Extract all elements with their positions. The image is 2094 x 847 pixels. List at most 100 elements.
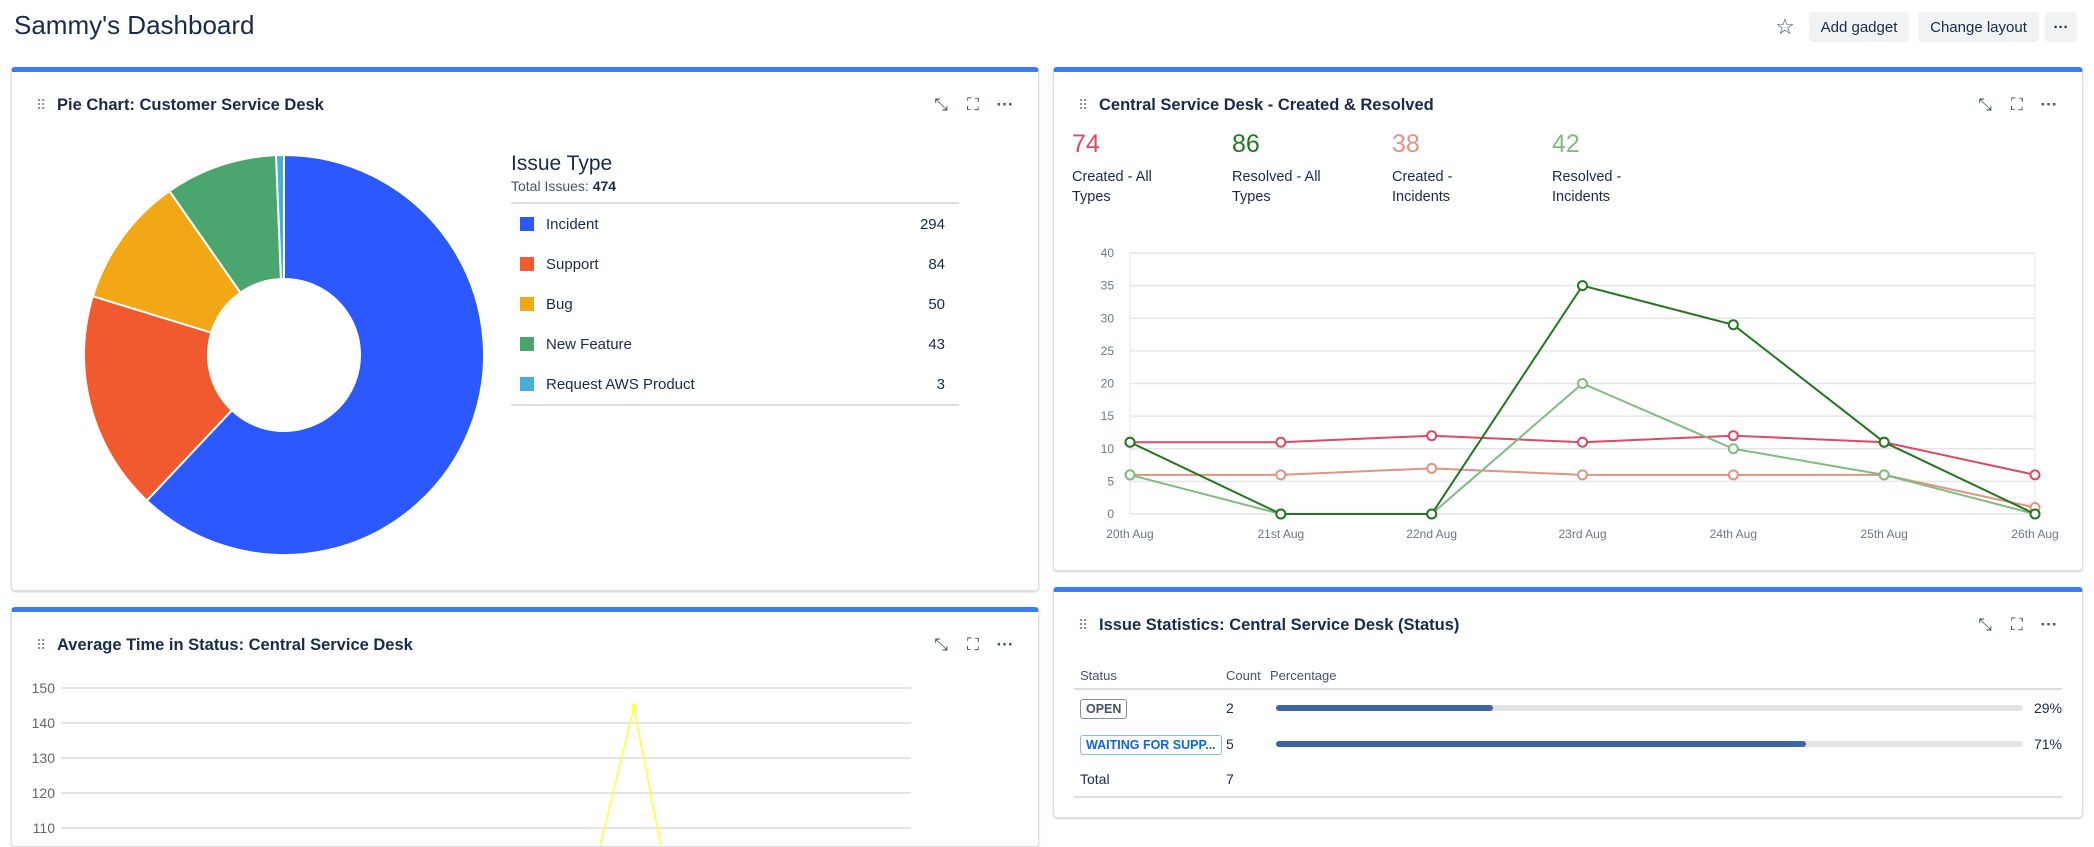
stat-value: 38 [1392, 130, 1420, 158]
legend-title: Issue Type [511, 152, 613, 175]
legend-item[interactable]: Bug 50 [511, 284, 959, 324]
stat-value: 86 [1232, 130, 1260, 158]
expand-icon[interactable]: ⛶ [967, 95, 979, 114]
data-point[interactable] [1275, 436, 1287, 448]
stat-label: Resolved - All Types [1232, 169, 1321, 205]
y-tick-label: 110 [33, 820, 56, 836]
summary-stat[interactable]: 86 Resolved - All Types [1232, 130, 1352, 207]
y-tick-label: 5 [1107, 474, 1114, 488]
column-status: Status [1080, 667, 1117, 683]
legend-value: 84 [928, 255, 945, 273]
status-lozenge[interactable]: WAITING FOR SUPP... [1080, 735, 1222, 755]
data-point[interactable] [1577, 469, 1588, 481]
data-point[interactable] [1727, 443, 1739, 455]
data-point[interactable] [1878, 436, 1890, 448]
data-point[interactable] [631, 702, 637, 713]
gadget-title: Average Time in Status: Central Service … [57, 635, 413, 654]
percentage-bar [1276, 705, 2023, 711]
data-point[interactable] [1275, 469, 1287, 481]
minimize-icon[interactable]: ⤡ [934, 95, 948, 114]
row-percentage: 71% [2033, 736, 2062, 752]
legend-label: Bug [546, 295, 573, 313]
minimize-icon[interactable]: ⤡ [934, 635, 948, 654]
minimize-icon[interactable]: ⤡ [1978, 615, 1992, 634]
y-tick-label: 35 [1101, 279, 1115, 293]
x-tick-label: 25th Aug [1860, 527, 1907, 541]
pie-slice-bug[interactable] [91, 189, 242, 334]
drag-handle-icon[interactable]: ⠿ [36, 96, 46, 113]
expand-icon[interactable]: ⛶ [967, 635, 979, 654]
data-point[interactable] [1577, 378, 1588, 389]
page-title: Sammy's Dashboard [14, 10, 255, 40]
summary-stat[interactable]: 38 Created - Incidents [1392, 130, 1512, 207]
table-header: Status Count Percentage [1074, 662, 2062, 690]
data-point[interactable] [1878, 469, 1890, 481]
stat-label: Created - All Types [1072, 169, 1152, 205]
data-point[interactable] [1124, 469, 1136, 481]
issue-statistics-gadget: ⠿ Issue Statistics: Central Service Desk… [1053, 587, 2083, 818]
more-icon[interactable]: ··· [2040, 95, 2058, 114]
legend-swatch [520, 337, 534, 351]
data-point[interactable] [1275, 508, 1287, 520]
total-label: Total Issues: [511, 178, 589, 194]
data-point[interactable] [1577, 280, 1588, 292]
data-point[interactable] [1426, 430, 1438, 442]
legend-item[interactable]: New Feature 43 [511, 324, 959, 364]
created-resolved-gadget: ⠿ Central Service Desk - Created & Resol… [1053, 67, 2083, 571]
average-time-chart: 150 140 130 120 110 [32, 680, 911, 846]
drag-handle-icon[interactable]: ⠿ [1078, 616, 1088, 633]
total-label: Total [1080, 771, 1110, 787]
created-resolved-chart: 0 5 10 15 20 25 30 35 40 20th Aug 21st Aug 22nd Aug… [1101, 246, 2059, 541]
legend-item[interactable]: Support 84 [511, 244, 959, 284]
y-tick-label: 120 [32, 785, 56, 801]
add-gadget-button[interactable]: Add gadget [1809, 12, 1909, 42]
summary-stat[interactable]: 42 Resolved - Incidents [1552, 130, 1672, 207]
y-tick-label: 130 [32, 750, 56, 766]
expand-icon[interactable]: ⛶ [2011, 615, 2023, 634]
legend-value: 43 [928, 335, 945, 353]
pie-slice-support[interactable] [83, 294, 234, 502]
x-tick-label: 22nd Aug [1406, 527, 1457, 541]
row-count: 5 [1226, 736, 1234, 752]
legend-value: 3 [936, 375, 945, 393]
drag-handle-icon[interactable]: ⠿ [1078, 96, 1088, 113]
change-layout-button[interactable]: Change layout [1918, 12, 2039, 42]
data-point[interactable] [2029, 508, 2041, 520]
data-point[interactable] [1727, 319, 1739, 331]
pie-chart [83, 153, 485, 556]
legend-label: Support [546, 255, 599, 273]
status-table: Status Count Percentage OPEN 2 29% WAITING … [1074, 662, 2062, 798]
legend-swatch [520, 297, 534, 311]
more-icon[interactable]: ··· [996, 635, 1014, 654]
more-options-button[interactable]: ··· [2045, 12, 2077, 42]
data-point[interactable] [1577, 436, 1588, 448]
more-icon[interactable]: ··· [996, 95, 1014, 114]
drag-handle-icon[interactable]: ⠿ [36, 636, 46, 653]
y-tick-label: 140 [32, 715, 56, 731]
legend-label: New Feature [546, 335, 632, 353]
more-icon[interactable]: ··· [2040, 615, 2058, 634]
data-point[interactable] [1426, 462, 1438, 474]
legend-label: Request AWS Product [546, 375, 695, 393]
expand-icon[interactable]: ⛶ [2011, 95, 2023, 114]
column-percentage: Percentage [1270, 667, 1337, 683]
legend-label: Incident [546, 215, 599, 233]
data-point[interactable] [1727, 430, 1739, 442]
pie-slice-incident[interactable] [145, 153, 485, 556]
data-point[interactable] [2029, 469, 2041, 481]
star-icon[interactable]: ☆ [1775, 14, 1795, 39]
minimize-icon[interactable]: ⤡ [1978, 95, 1992, 114]
y-tick-label: 150 [32, 680, 56, 696]
data-point[interactable] [1426, 508, 1438, 520]
status-lozenge[interactable]: OPEN [1080, 699, 1128, 719]
data-point[interactable] [1124, 436, 1136, 448]
legend-item[interactable]: Incident 294 [511, 204, 959, 244]
row-count: 2 [1226, 700, 1234, 716]
y-tick-label: 25 [1101, 344, 1115, 358]
percentage-bar [1276, 741, 2023, 747]
legend-item[interactable]: Request AWS Product 3 [511, 364, 959, 404]
summary-stat[interactable]: 74 Created - All Types [1072, 130, 1192, 207]
data-point[interactable] [1727, 469, 1739, 481]
pie-chart-gadget: ⠿ Pie Chart: Customer Service Desk ⤡ ⛶ ·… [11, 67, 1039, 591]
pie-slice-request-aws-product[interactable] [275, 153, 285, 281]
